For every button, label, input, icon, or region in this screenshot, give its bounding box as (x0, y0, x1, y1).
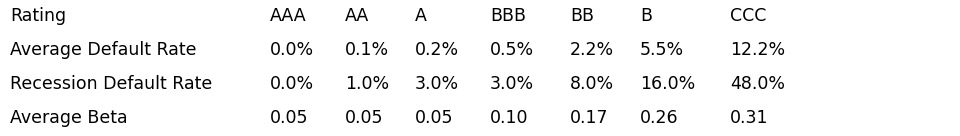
Text: 2.2%: 2.2% (570, 41, 614, 59)
Text: A: A (415, 7, 427, 25)
Text: 0.0%: 0.0% (270, 75, 314, 93)
Text: AAA: AAA (270, 7, 306, 25)
Text: 8.0%: 8.0% (570, 75, 614, 93)
Text: 0.17: 0.17 (570, 109, 609, 127)
Text: BBB: BBB (490, 7, 526, 25)
Text: Average Default Rate: Average Default Rate (10, 41, 197, 59)
Text: 0.26: 0.26 (640, 109, 679, 127)
Text: 48.0%: 48.0% (730, 75, 785, 93)
Text: CCC: CCC (730, 7, 766, 25)
Text: 16.0%: 16.0% (640, 75, 695, 93)
Text: B: B (640, 7, 652, 25)
Text: 0.5%: 0.5% (490, 41, 534, 59)
Text: 0.1%: 0.1% (345, 41, 389, 59)
Text: 1.0%: 1.0% (345, 75, 389, 93)
Text: 0.31: 0.31 (730, 109, 769, 127)
Text: 0.0%: 0.0% (270, 41, 314, 59)
Text: Average Beta: Average Beta (10, 109, 128, 127)
Text: BB: BB (570, 7, 594, 25)
Text: 3.0%: 3.0% (490, 75, 534, 93)
Text: Recession Default Rate: Recession Default Rate (10, 75, 212, 93)
Text: AA: AA (345, 7, 370, 25)
Text: 0.2%: 0.2% (415, 41, 459, 59)
Text: 0.10: 0.10 (490, 109, 529, 127)
Text: 5.5%: 5.5% (640, 41, 684, 59)
Text: Rating: Rating (10, 7, 66, 25)
Text: 0.05: 0.05 (270, 109, 308, 127)
Text: 3.0%: 3.0% (415, 75, 459, 93)
Text: 0.05: 0.05 (415, 109, 453, 127)
Text: 12.2%: 12.2% (730, 41, 785, 59)
Text: 0.05: 0.05 (345, 109, 383, 127)
